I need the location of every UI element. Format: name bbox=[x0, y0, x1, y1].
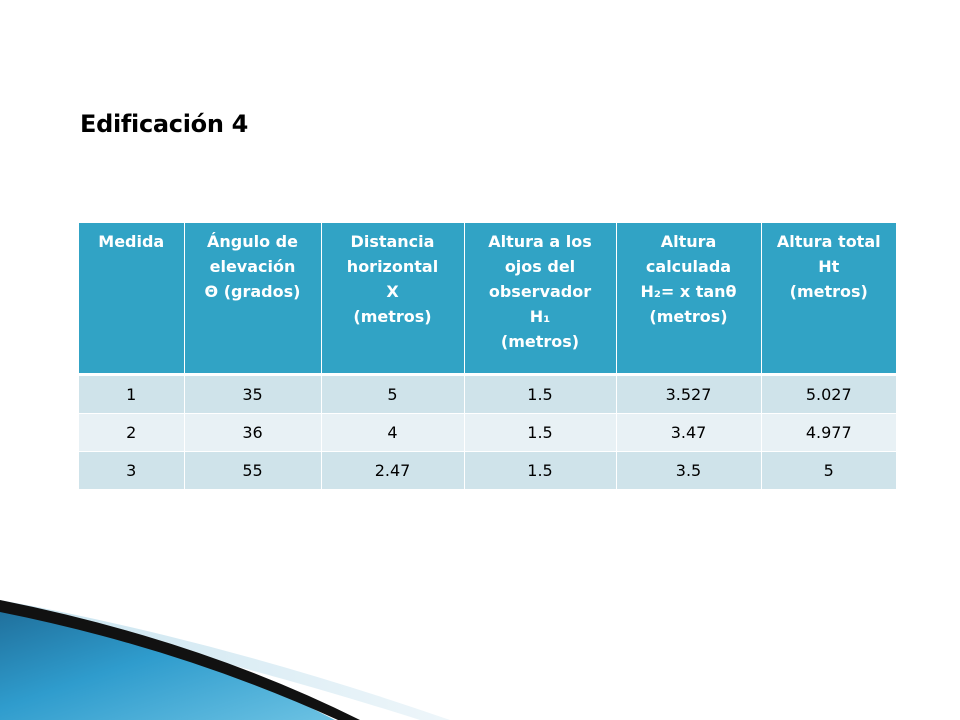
table-cell: 2 bbox=[79, 413, 185, 451]
header-line: Altura bbox=[660, 232, 717, 251]
header-line: elevación bbox=[209, 257, 296, 276]
table-row: 2 36 4 1.5 3.47 4.977 bbox=[79, 413, 896, 451]
table-row: 3 55 2.47 1.5 3.5 5 bbox=[79, 451, 896, 489]
header-line: Θ (grados) bbox=[204, 282, 301, 301]
table-cell: 1 bbox=[79, 374, 185, 413]
blue-swoosh bbox=[0, 606, 335, 720]
table-cell: 35 bbox=[184, 374, 322, 413]
header-line: ojos del bbox=[504, 257, 576, 276]
table-cell: 55 bbox=[184, 451, 322, 489]
header-line: Altura a los bbox=[488, 232, 592, 251]
table-cell: 3.527 bbox=[616, 374, 762, 413]
table-cell: 4 bbox=[321, 413, 465, 451]
header-line: (metros) bbox=[353, 307, 432, 326]
header-distancia: Distancia horizontal X (metros) bbox=[321, 223, 465, 374]
header-line: observador bbox=[488, 282, 592, 301]
header-line: (metros) bbox=[789, 282, 868, 301]
header-line: X bbox=[386, 282, 399, 301]
measurements-table: Medida Ángulo de elevación Θ (grados) Di… bbox=[79, 223, 896, 490]
table-cell: 3 bbox=[79, 451, 185, 489]
header-line: Medida bbox=[98, 232, 165, 251]
table-cell: 36 bbox=[184, 413, 322, 451]
header-line: Ángulo de bbox=[207, 232, 298, 251]
table-cell: 5 bbox=[321, 374, 465, 413]
table-cell: 1.5 bbox=[464, 374, 617, 413]
table-header-row: Medida Ángulo de elevación Θ (grados) Di… bbox=[79, 223, 896, 374]
table-cell: 1.5 bbox=[464, 451, 617, 489]
table-cell: 3.47 bbox=[616, 413, 762, 451]
header-line: (metros) bbox=[649, 307, 728, 326]
header-angulo: Ángulo de elevación Θ (grados) bbox=[184, 223, 322, 374]
black-swoosh bbox=[0, 600, 360, 720]
table-cell: 3.5 bbox=[616, 451, 762, 489]
table-cell: 1.5 bbox=[464, 413, 617, 451]
slide-title: Edificación 4 bbox=[80, 110, 249, 138]
header-line: calculada bbox=[645, 257, 732, 276]
table-cell: 4.977 bbox=[761, 413, 896, 451]
header-line: Distancia bbox=[350, 232, 435, 251]
header-altura-calculada: Altura calculada H₂= x tanθ (metros) bbox=[616, 223, 762, 374]
table-cell: 5 bbox=[761, 451, 896, 489]
header-altura-total: Altura total Ht (metros) bbox=[761, 223, 896, 374]
header-line: H₁ bbox=[529, 307, 551, 326]
header-line: Ht bbox=[818, 257, 840, 276]
header-altura-ojos: Altura a los ojos del observador H₁ (met… bbox=[464, 223, 617, 374]
table-row: 1 35 5 1.5 3.527 5.027 bbox=[79, 374, 896, 413]
table-cell: 5.027 bbox=[761, 374, 896, 413]
header-medida: Medida bbox=[79, 223, 185, 374]
header-line: H₂= x tanθ bbox=[640, 282, 737, 301]
table-cell: 2.47 bbox=[321, 451, 465, 489]
header-line: horizontal bbox=[346, 257, 439, 276]
header-line: (metros) bbox=[500, 332, 580, 351]
header-line: Altura total bbox=[776, 232, 881, 251]
